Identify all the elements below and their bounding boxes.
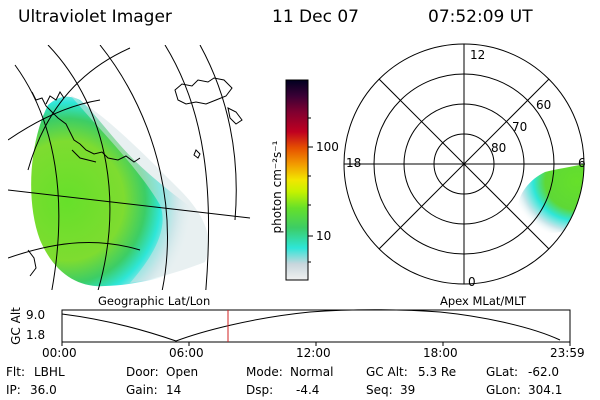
mode-value: Normal [290, 365, 334, 379]
dsp-label: Dsp: [246, 383, 274, 397]
filter-value: LBHL [34, 365, 65, 379]
glat-value: -62.0 [528, 365, 560, 379]
aurora-emission-right [517, 160, 584, 233]
timeline-xtick: 00:00 [42, 346, 77, 360]
door-label: Door: [126, 365, 159, 379]
timeline-ytick-high: 9.0 [26, 308, 46, 322]
mlt-label-0: 0 [468, 275, 476, 289]
gc-alt-label: GC Alt: [366, 365, 408, 379]
mlat-label-70: 70 [512, 120, 528, 134]
glon-value: 304.1 [528, 383, 563, 397]
date-label: 11 Dec 07 [272, 7, 359, 27]
seq-value: 39 [400, 383, 416, 397]
door-value: Open [166, 365, 199, 379]
geographic-map [8, 45, 251, 290]
ip-value: 36.0 [30, 383, 57, 397]
timeline-ylabel: GC Alt [9, 307, 23, 345]
mlt-label-12: 12 [470, 48, 486, 62]
mlt-label-18: 18 [346, 156, 362, 170]
glon-label: GLon: [486, 383, 521, 397]
colorbar [285, 79, 313, 281]
colorbar-unit-label: photon cm⁻²s⁻¹ [270, 140, 284, 234]
timeline-xtick: 12:00 [296, 346, 331, 360]
timeline-xtick: 06:00 [169, 346, 204, 360]
colorbar-tick-100: 100 [316, 140, 339, 154]
mlat-label-80: 80 [491, 141, 507, 155]
polar-plot [343, 43, 585, 285]
timeline-ytick-low: 1.8 [26, 328, 46, 342]
time-label: 07:52:09 UT [428, 7, 533, 27]
timeline-xtick: 23:59 [550, 346, 585, 360]
glat-label: GLat: [486, 365, 519, 379]
gain-label: Gain: [126, 383, 158, 397]
orbit-timeline [61, 309, 571, 346]
colorbar-tick-10: 10 [316, 229, 332, 243]
lat-lon-grid [8, 45, 251, 290]
right-panel-caption: Apex MLat/MLT [440, 294, 527, 308]
coastline [27, 77, 243, 277]
altitude-curve [61, 309, 561, 342]
seq-label: Seq: [366, 383, 393, 397]
ip-label: IP: [6, 383, 21, 397]
gain-value: 14 [166, 383, 182, 397]
instrument-title: Ultraviolet Imager [18, 7, 172, 27]
gc-alt-value: 5.3 Re [418, 365, 457, 379]
left-panel-caption: Geographic Lat/Lon [98, 294, 211, 308]
aurora-haze-left [70, 95, 209, 283]
mode-label: Mode: [246, 365, 283, 379]
filter-label: Flt: [6, 365, 25, 379]
mlt-label-6: 6 [578, 156, 586, 170]
timeline-xtick: 18:00 [423, 346, 458, 360]
mlat-label-60: 60 [536, 98, 552, 112]
dsp-value: -4.4 [296, 383, 320, 397]
